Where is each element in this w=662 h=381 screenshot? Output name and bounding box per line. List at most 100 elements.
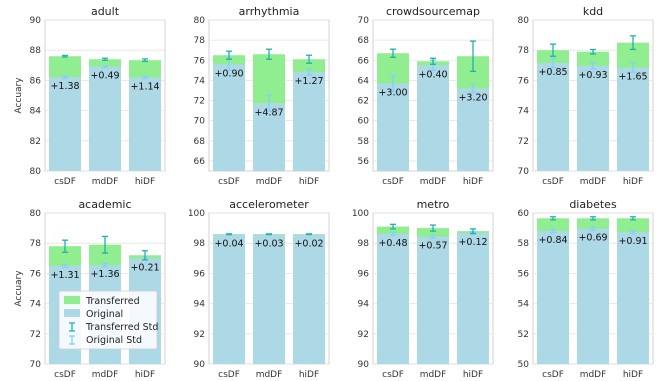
y-axis-label: Accuary [14, 270, 24, 307]
y-tick-label: 78 [518, 46, 530, 56]
errbar-transferred [430, 224, 436, 232]
improvement-label: +4.87 [254, 107, 283, 118]
y-tick-label: 94 [358, 300, 370, 310]
x-tick-label: mdDF [420, 177, 447, 187]
errbar-original [470, 83, 476, 94]
panel-metro: 90 92 94 96 98 100 metro +0.48 csDF +0.57 mdDF +0.1… [352, 198, 494, 380]
improvement-label: +0.91 [618, 236, 647, 247]
x-tick-label: mdDF [92, 177, 119, 187]
improvement-label: +3.20 [458, 92, 487, 103]
improvement-label: +1.31 [50, 270, 79, 281]
x-tick-label: mdDF [92, 370, 119, 380]
bar-original [577, 65, 609, 171]
x-tick-label: csDF [218, 177, 240, 187]
legend-transferred-std-marker [69, 322, 75, 332]
bar-original [377, 83, 409, 171]
y-tick-label: 58 [518, 239, 530, 249]
errbar-transferred [306, 54, 312, 64]
y-tick-label: 80 [30, 167, 42, 177]
x-tick-label: csDF [542, 370, 564, 380]
improvement-label: +0.48 [378, 238, 407, 249]
y-tick-label: 92 [358, 330, 369, 340]
improvement-label: +0.04 [214, 239, 243, 250]
errbar-original [102, 263, 108, 268]
errbar-transferred [630, 216, 636, 221]
errbar-transferred [590, 48, 596, 55]
errbar-transferred [266, 48, 272, 60]
errbar-transferred [62, 239, 68, 253]
bar-original [537, 63, 569, 171]
y-tick-label: 52 [518, 330, 529, 340]
improvement-label: +0.57 [418, 241, 447, 252]
panel-accelerometer: 90 92 94 96 98 100 accelerometer +0.04 csDF +0.03… [188, 198, 330, 380]
x-tick-label: mdDF [256, 370, 283, 380]
legend: Transferred Original Transferred Std Ori… [58, 290, 158, 350]
errbar-original [550, 228, 556, 234]
x-tick-label: mdDF [256, 177, 283, 187]
improvement-label: +3.00 [378, 87, 407, 98]
panel-crowdsourcemap: 56 58 60 62 64 66 68 70 crowdsourcemap +3.00 csDF +… [358, 5, 494, 187]
y-tick-label: 70 [30, 360, 42, 370]
y-tick-label: 90 [194, 360, 206, 370]
panel-academic: 70 72 74 76 78 80 academic Accuary +1.31 csDF +1.3… [14, 198, 166, 380]
panel-adult: 80 82 84 86 88 90 adult Accuary +1.38 csDF +0.49 md… [14, 5, 166, 187]
improvement-label: +0.85 [538, 67, 567, 78]
errbar-original [266, 94, 272, 112]
improvement-label: +1.38 [50, 81, 79, 92]
y-tick-label: 82 [30, 137, 41, 147]
y-tick-label: 68 [358, 36, 370, 46]
improvement-label: +0.90 [214, 68, 243, 79]
improvement-label: +0.84 [538, 235, 567, 246]
y-tick-label: 80 [518, 16, 530, 26]
improvement-label: +1.65 [618, 72, 647, 83]
panel-title: crowdsourcemap [386, 5, 480, 18]
x-tick-label: csDF [54, 177, 76, 187]
errbar-original [550, 57, 556, 69]
errbar-original [102, 65, 108, 69]
y-tick-label: 96 [194, 269, 206, 279]
errbar-original [590, 226, 596, 231]
bar-original [293, 234, 325, 364]
y-tick-label: 74 [194, 76, 206, 86]
bar-original [129, 77, 161, 171]
panel-title: adult [91, 5, 120, 18]
x-tick-label: hiDF [135, 177, 155, 187]
improvement-label: +1.27 [294, 76, 323, 87]
x-tick-label: mdDF [580, 177, 607, 187]
y-tick-label: 76 [194, 56, 206, 66]
errbar-original [430, 234, 436, 239]
x-tick-label: mdDF [420, 370, 447, 380]
bar-original [417, 65, 449, 171]
x-tick-label: hiDF [135, 370, 155, 380]
errbar-transferred [102, 57, 108, 61]
y-tick-label: 62 [358, 97, 369, 107]
y-tick-label: 72 [30, 330, 41, 340]
errbar-original [390, 231, 396, 236]
panel-title: academic [78, 198, 131, 211]
errbar-transferred [62, 54, 68, 58]
x-tick-label: hiDF [463, 370, 483, 380]
bar-original [213, 234, 245, 364]
improvement-label: +0.40 [418, 69, 447, 80]
bar-original [417, 236, 449, 364]
y-tick-label: 84 [30, 107, 42, 117]
x-tick-label: csDF [54, 370, 76, 380]
y-tick-label: 58 [358, 137, 370, 147]
y-tick-label: 56 [358, 157, 370, 167]
y-tick-label: 98 [358, 239, 370, 249]
y-tick-label: 56 [518, 269, 530, 279]
y-tick-label: 70 [518, 167, 530, 177]
errbar-transferred [470, 40, 476, 72]
y-tick-label: 66 [194, 157, 206, 167]
improvement-label: +1.36 [90, 269, 119, 280]
panel-arrhythmia: 66 68 70 72 74 76 78 80 arrhythmia +0.90 csDF +4.87… [194, 5, 330, 187]
errbar-original [62, 75, 68, 79]
panel-title: kdd [583, 5, 603, 18]
improvement-label: +0.02 [294, 238, 323, 249]
y-tick-label: 68 [194, 137, 206, 147]
errbar-transferred [550, 216, 556, 221]
bar-original [213, 64, 245, 171]
legend-box [58, 290, 158, 350]
errbar-transferred [306, 233, 312, 236]
x-tick-label: hiDF [299, 177, 319, 187]
